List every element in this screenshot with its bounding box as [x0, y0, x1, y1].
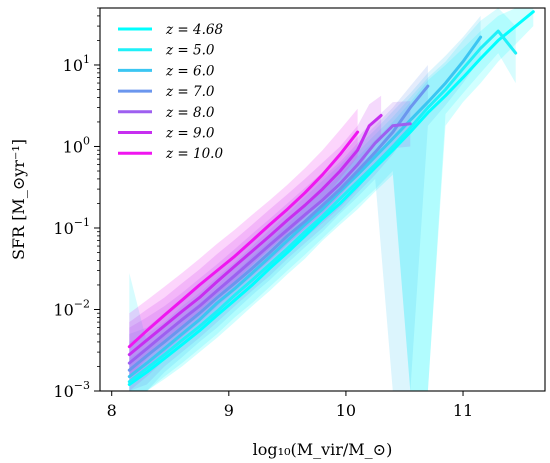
x-tick-label-2: 9 [224, 401, 234, 420]
legend-label-2: z = 5.0 [165, 43, 215, 59]
x-axis-label: log₁₀(M_vir/M_⊙) [253, 440, 393, 459]
legend-label-1: z = 4.68 [165, 22, 223, 38]
median-line-2 [127, 29, 518, 384]
y-tick-label-3: 10−1 [53, 216, 90, 238]
median-line-7 [127, 130, 360, 349]
median-lines [127, 10, 535, 386]
legend-label-5: z = 8.0 [165, 105, 215, 121]
median-line-1 [127, 10, 535, 386]
y-axis-label: SFR [M_⊙yr⁻¹] [9, 139, 28, 260]
legend-label-4: z = 7.0 [165, 84, 215, 100]
median-line-4 [127, 84, 430, 372]
y-axis: 10−3 10−2 10−1 100 101 [53, 7, 100, 401]
median-line-3 [127, 35, 483, 379]
legend-label-3: z = 6.0 [165, 63, 215, 79]
y-tick-label-4: 100 [63, 134, 90, 156]
median-line-5 [127, 122, 412, 365]
y-tick-label-2: 10−2 [53, 297, 90, 319]
x-tick-label-3: 10 [336, 401, 356, 420]
median-line-6 [127, 114, 383, 357]
legend-label-7: z = 10.0 [165, 146, 223, 162]
legend: z = 4.68 z = 5.0 z = 6.0 z = 7.0 z = 8.0 z = … [118, 22, 223, 162]
y-tick-label-1: 10−3 [53, 379, 90, 401]
x-axis: 8 9 10 11 [107, 391, 473, 420]
plot-frame [99, 7, 546, 392]
legend-label-6: z = 9.0 [165, 126, 215, 142]
x-tick-label-4: 11 [453, 401, 473, 420]
y-tick-label-5: 101 [63, 53, 90, 75]
x-tick-label-1: 8 [107, 401, 117, 420]
